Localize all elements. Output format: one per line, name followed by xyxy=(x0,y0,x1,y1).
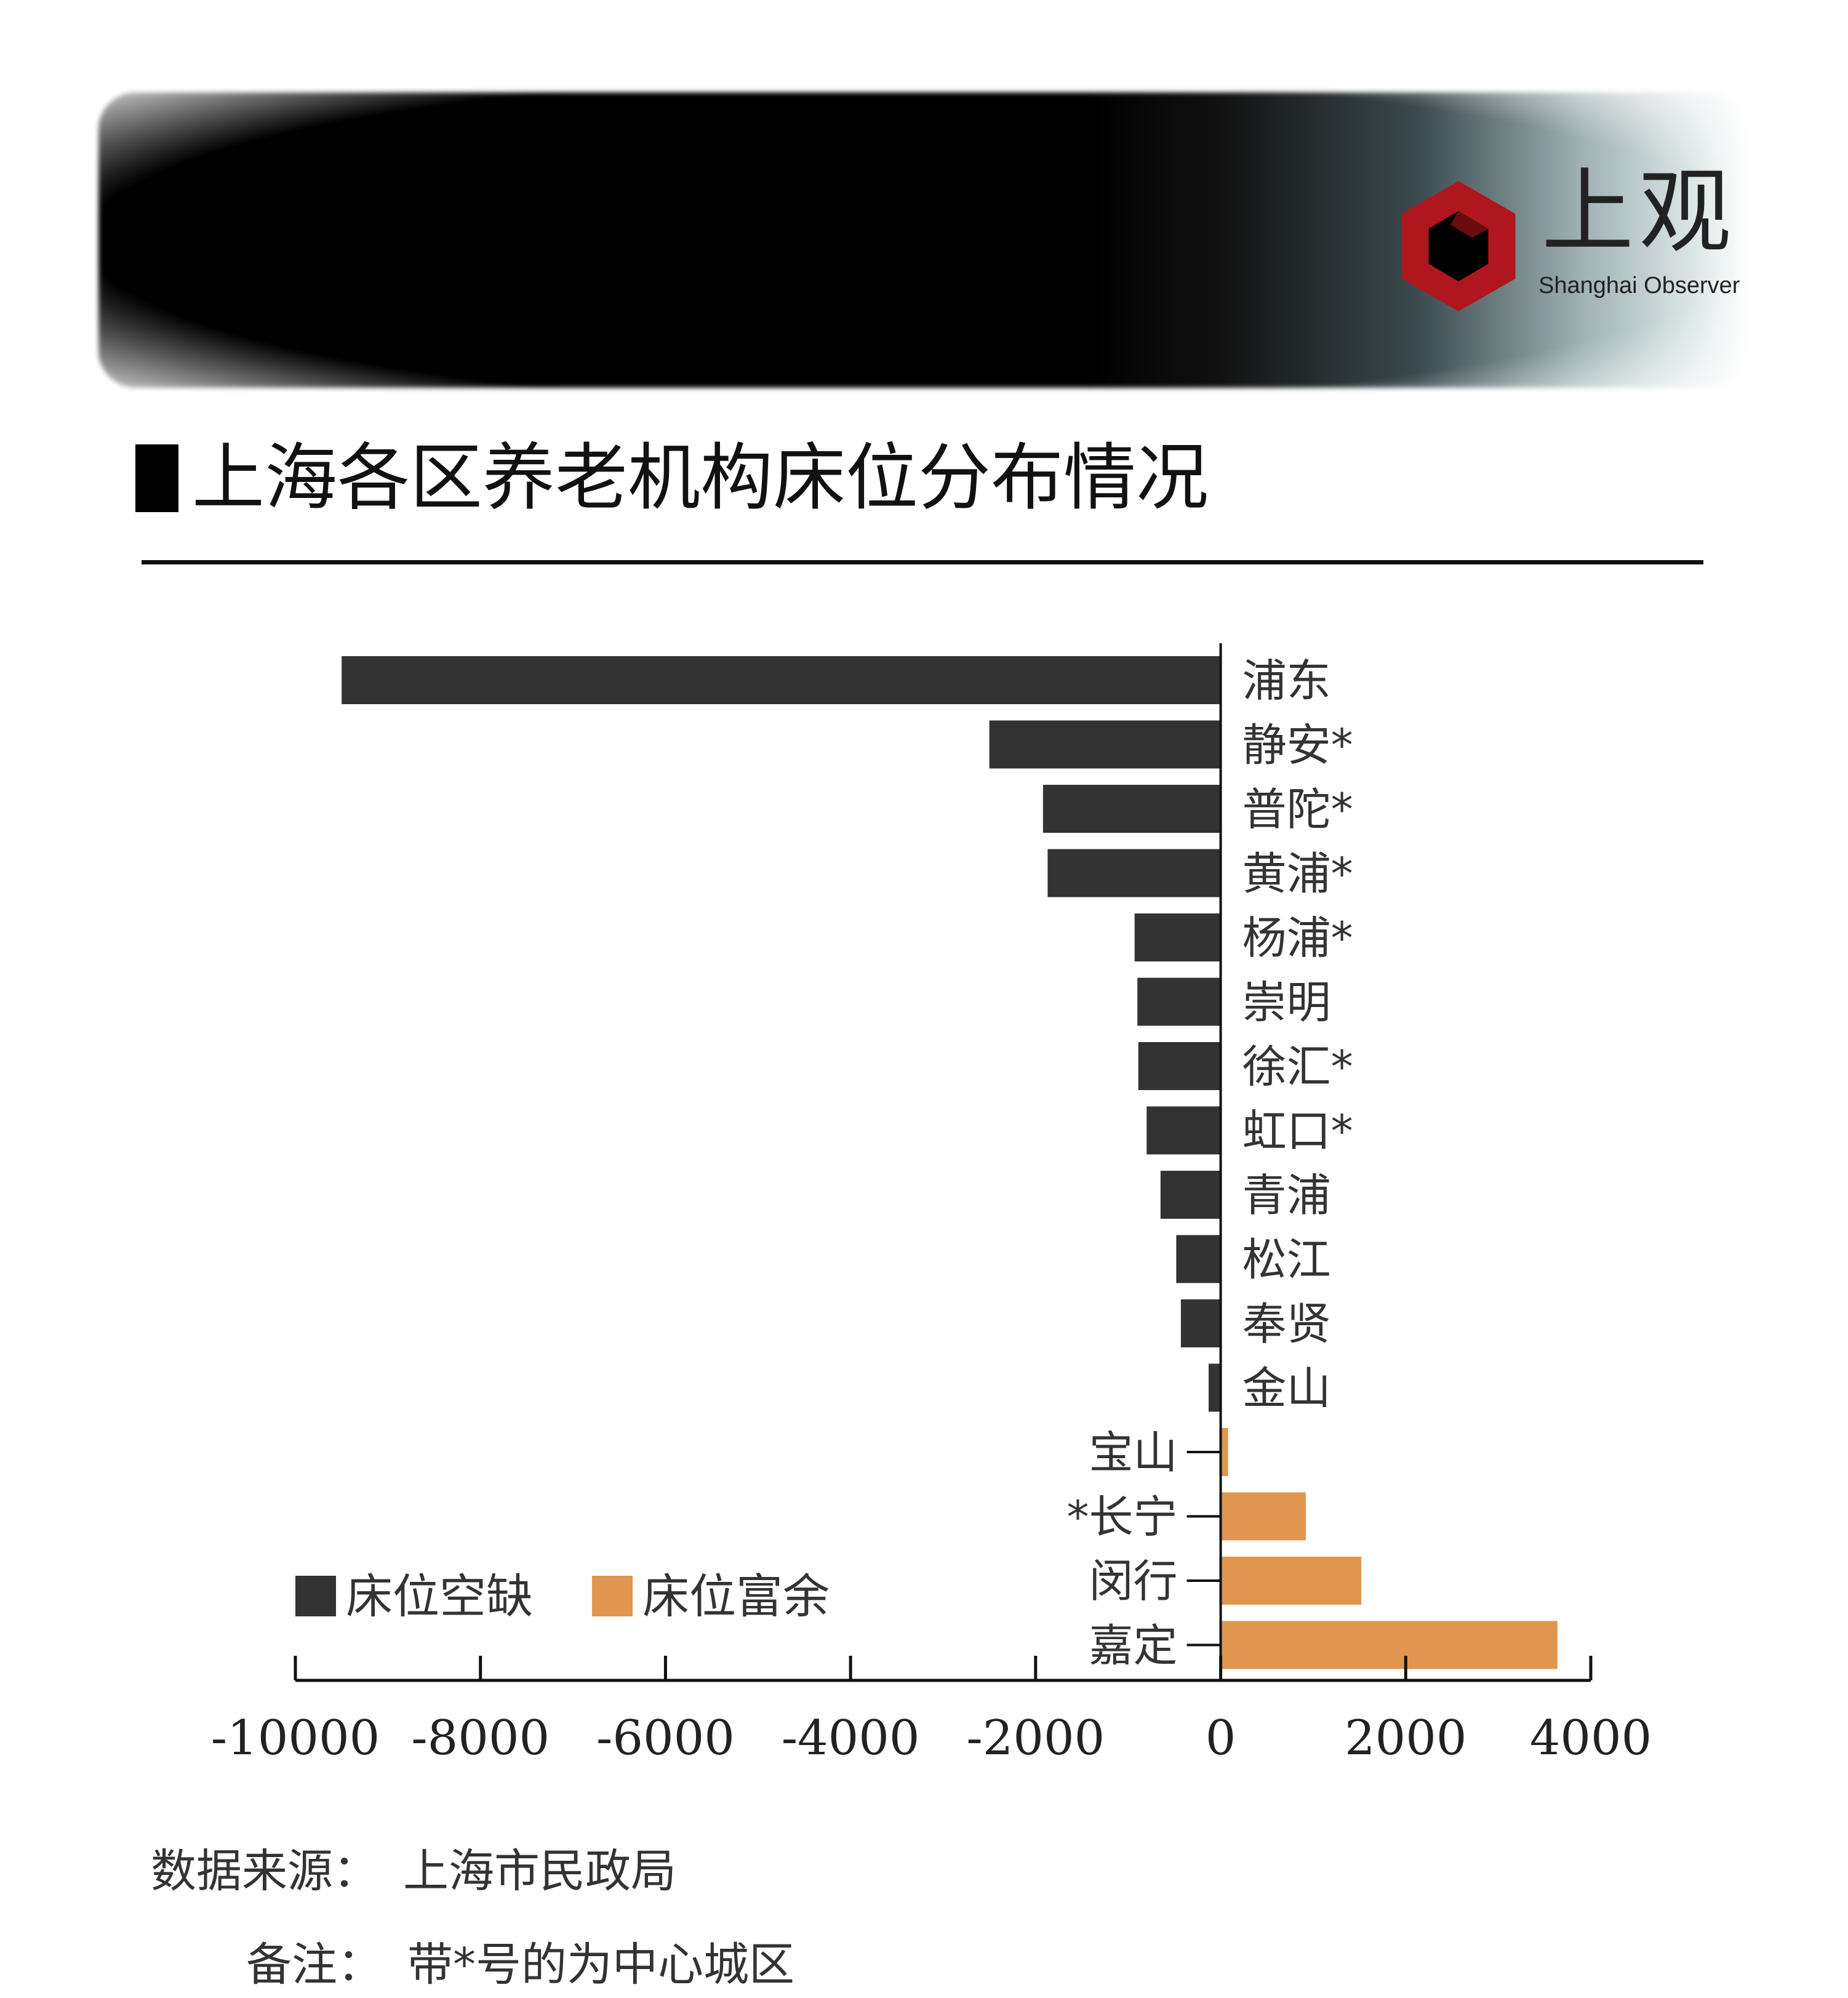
category-label: 闵行 xyxy=(1089,1555,1178,1607)
brand-name-cn: 上观 xyxy=(1542,159,1737,266)
bar xyxy=(1209,1363,1221,1412)
brand-name-en: Shanghai Observer xyxy=(1538,273,1740,299)
category-label: 崇明 xyxy=(1242,977,1331,1029)
category-label: 徐汇* xyxy=(1242,1041,1353,1093)
x-tick-label: 0 xyxy=(1206,1711,1236,1766)
category-label: *长宁 xyxy=(1067,1491,1178,1543)
legend-label: 床位空缺 xyxy=(346,1569,533,1624)
category-label: 静安* xyxy=(1242,720,1353,771)
x-axis: -10000 -8000 -6000 -4000 -2000 0 2000 4000 xyxy=(211,643,1652,1766)
shanghai-observer-logo-icon xyxy=(1401,181,1516,311)
bar xyxy=(1220,1621,1558,1669)
bar xyxy=(342,656,1221,704)
bar xyxy=(1042,785,1221,833)
category-label: 金山 xyxy=(1242,1363,1331,1414)
category-label: 黄浦* xyxy=(1242,848,1353,900)
title-marker xyxy=(135,444,178,512)
bar xyxy=(1180,1299,1221,1347)
bar xyxy=(1176,1235,1221,1283)
x-tick-label: -2000 xyxy=(966,1711,1105,1766)
bar xyxy=(1160,1171,1221,1219)
bar xyxy=(989,720,1221,769)
x-tick-label: -8000 xyxy=(411,1711,550,1766)
bar xyxy=(1146,1106,1221,1155)
category-label: 松江 xyxy=(1242,1234,1331,1286)
x-tick-label: 4000 xyxy=(1530,1711,1652,1766)
category-label: 嘉定 xyxy=(1089,1620,1178,1672)
category-label: 杨浦* xyxy=(1242,912,1353,964)
bar xyxy=(1220,1557,1362,1605)
bar xyxy=(1138,1042,1221,1090)
legend-label: 床位富余 xyxy=(642,1569,830,1624)
bars-group xyxy=(342,656,1558,1669)
bar xyxy=(1220,1428,1228,1476)
x-tick-label: -6000 xyxy=(596,1711,735,1766)
note-label: 备注： xyxy=(246,1938,383,1991)
legend-swatch xyxy=(295,1576,336,1616)
category-label: 青浦 xyxy=(1242,1170,1331,1221)
category-label: 奉贤 xyxy=(1242,1298,1331,1350)
x-tick-label: -4000 xyxy=(782,1711,920,1766)
bar xyxy=(1137,977,1221,1026)
source-label: 数据来源： xyxy=(151,1845,378,1898)
category-label: 浦东 xyxy=(1242,655,1331,707)
data-source: 数据来源： 上海市民政局 xyxy=(151,1845,676,1898)
category-label: 虹口* xyxy=(1242,1105,1353,1157)
note-value: 带*号的为中心城区 xyxy=(407,1938,794,1991)
x-tick-label: 2000 xyxy=(1345,1711,1467,1766)
category-label: 宝山 xyxy=(1089,1427,1178,1478)
chart-title: 上海各区养老机构床位分布情况 xyxy=(192,435,1209,520)
legend-swatch xyxy=(592,1576,633,1616)
category-label: 普陀* xyxy=(1242,784,1353,835)
bar xyxy=(1047,849,1221,897)
bar xyxy=(1134,913,1221,961)
source-value: 上海市民政局 xyxy=(403,1845,676,1898)
note: 备注： 带*号的为中心城区 xyxy=(246,1940,794,1990)
title-divider xyxy=(142,560,1703,564)
legend: 床位空缺 床位富余 xyxy=(295,1569,830,1624)
bar xyxy=(1220,1492,1306,1541)
x-tick-label: -10000 xyxy=(211,1711,380,1766)
